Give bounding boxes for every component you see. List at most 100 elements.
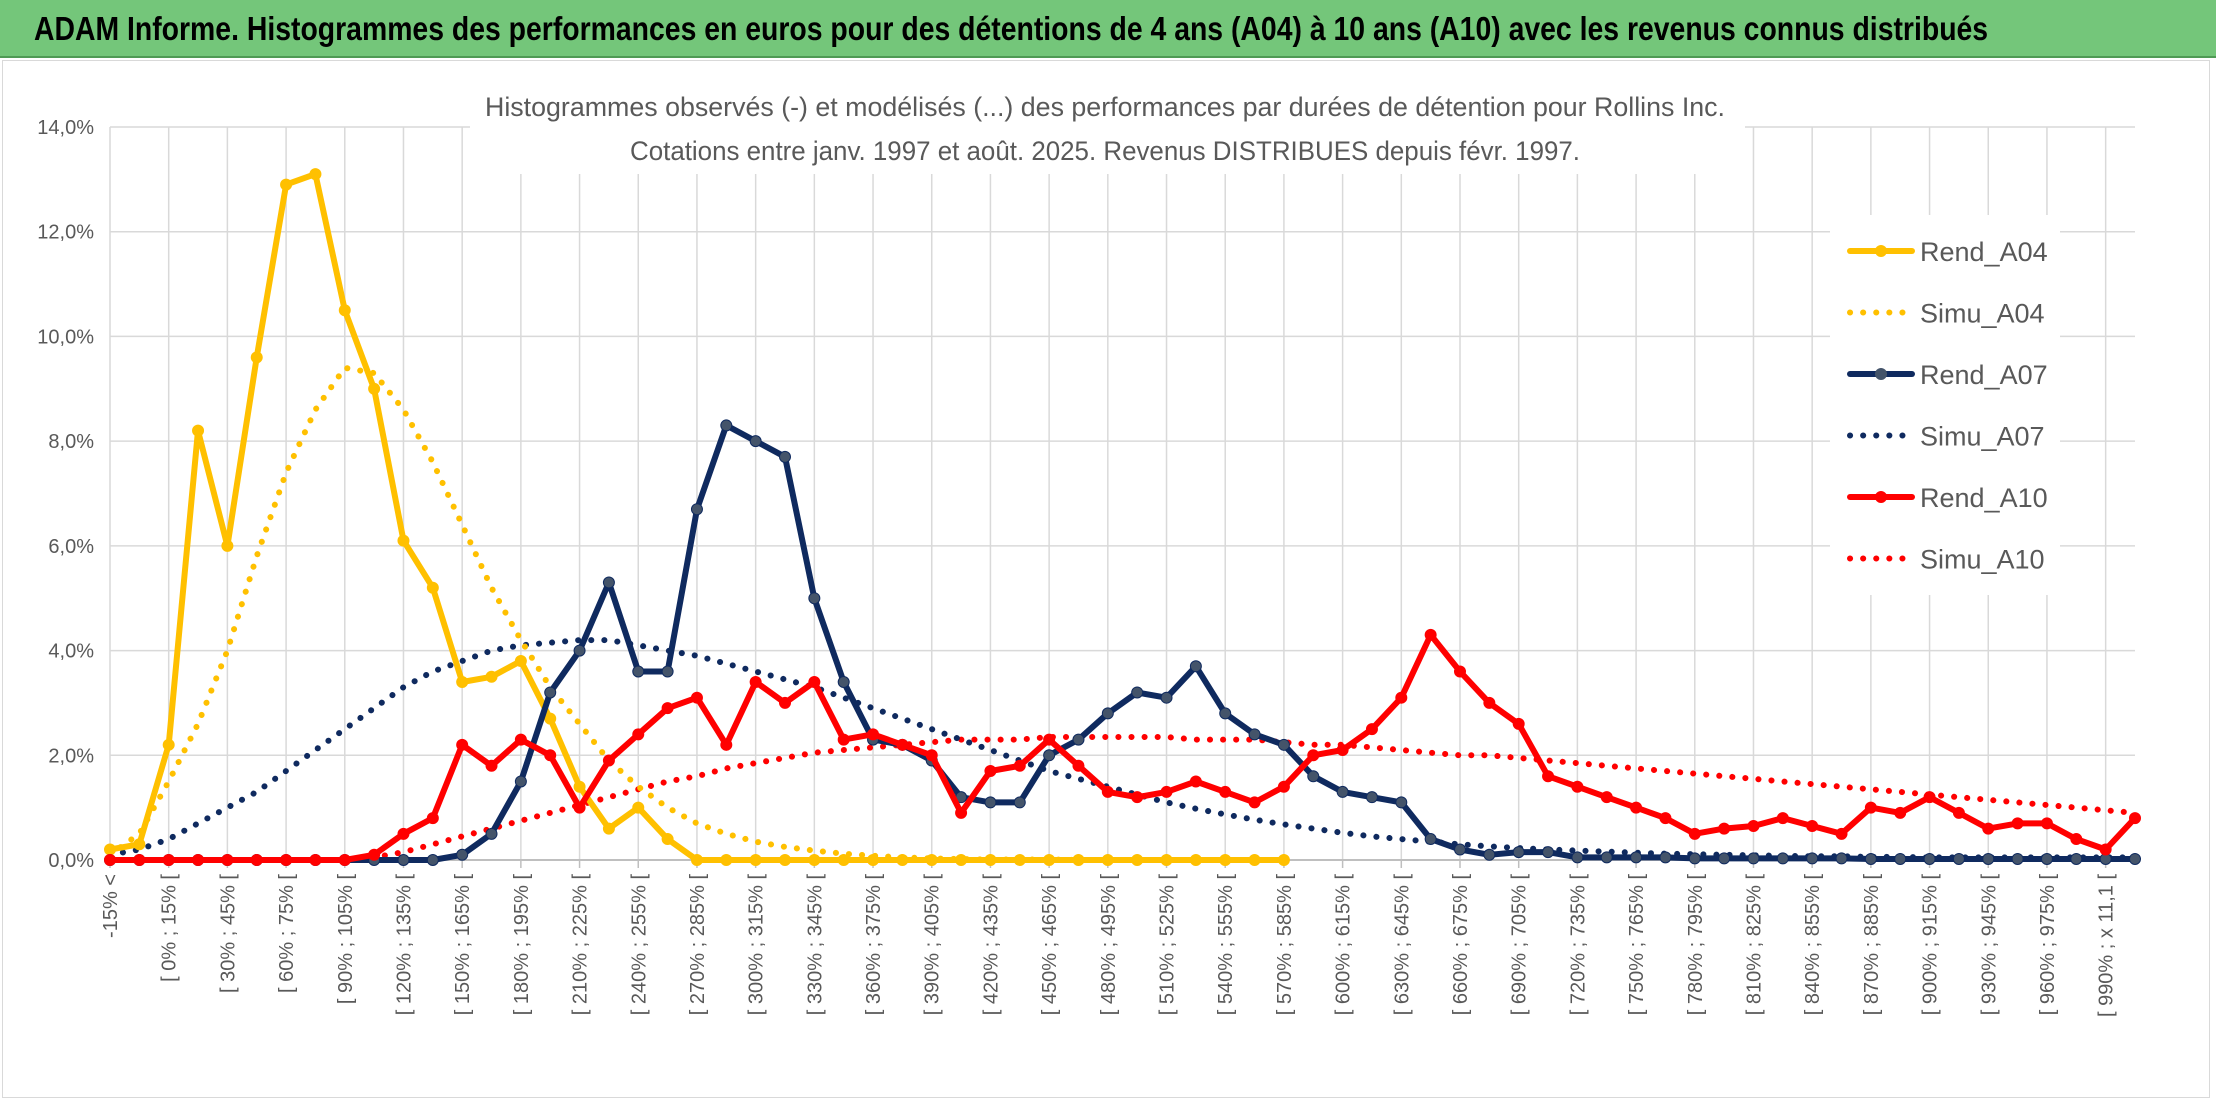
rend-a04-point bbox=[1013, 854, 1026, 866]
rend-a10-point bbox=[1013, 759, 1026, 772]
legend-marker-rend-a10 bbox=[1875, 491, 1887, 503]
rend-a04-point bbox=[368, 382, 381, 395]
rend-a04-point bbox=[632, 801, 645, 814]
rend-a07-point bbox=[720, 419, 733, 432]
rend-a04-point bbox=[1248, 854, 1261, 866]
rend-a10-point bbox=[1923, 791, 1936, 804]
legend-label-rend-a10: Rend_A10 bbox=[1920, 483, 2048, 513]
rend-a10-point bbox=[162, 854, 175, 866]
rend-a07-point bbox=[2040, 852, 2053, 865]
rend-a10-point bbox=[925, 749, 938, 762]
rend-a10-point bbox=[1072, 759, 1085, 772]
rend-a10-point bbox=[1718, 822, 1731, 835]
rend-a10-point bbox=[1776, 812, 1789, 825]
rend-a04-point bbox=[573, 780, 586, 793]
rend-a04-point bbox=[250, 351, 263, 364]
x-tick-label: [ 300% ; 315% [ bbox=[746, 874, 768, 1016]
legend-label-simu-a04: Simu_A04 bbox=[1920, 299, 2045, 329]
x-tick-label: [ 30% ; 45% [ bbox=[217, 874, 239, 993]
rend-a07-point bbox=[2129, 852, 2141, 865]
rend-a10-point bbox=[1043, 733, 1056, 746]
rend-a07-point bbox=[779, 450, 791, 463]
rend-a07-point bbox=[1365, 791, 1378, 804]
rend-a07-line bbox=[107, 422, 2138, 863]
x-tick-label: [ 570% ; 585% [ bbox=[1274, 874, 1296, 1016]
y-tick-label: 14,0% bbox=[37, 117, 94, 139]
x-tick-label: [ 630% ; 645% [ bbox=[1391, 874, 1413, 1016]
rend-a10-point bbox=[1395, 691, 1408, 704]
x-tick-label: [ 60% ; 75% [ bbox=[276, 874, 298, 993]
rend-a04-point bbox=[896, 854, 909, 866]
rend-a04-point bbox=[426, 581, 439, 594]
rend-a07-point bbox=[1131, 686, 1144, 699]
rend-a04-point bbox=[280, 178, 293, 191]
rend-a10-point bbox=[1747, 819, 1760, 832]
x-tick-label: [ 450% ; 465% [ bbox=[1039, 874, 1061, 1016]
rend-a10-point bbox=[514, 733, 527, 746]
rend-a04-point bbox=[690, 854, 703, 866]
title-background bbox=[470, 86, 1745, 174]
rend-a04-point bbox=[221, 539, 234, 552]
rend-a07-point bbox=[661, 665, 674, 678]
x-tick-label: [ 870% ; 885% [ bbox=[1861, 874, 1883, 1016]
rend-a04-point bbox=[485, 670, 498, 683]
rend-a04-point bbox=[749, 854, 762, 866]
rend-a04-point bbox=[1131, 854, 1144, 866]
rend-a10-point bbox=[250, 854, 263, 866]
rend-a07-point bbox=[1747, 852, 1760, 865]
rend-a04-point bbox=[1219, 854, 1232, 866]
y-tick-label: 0,0% bbox=[48, 850, 94, 872]
rend-a10-point bbox=[1101, 785, 1114, 798]
rend-a10-point bbox=[1952, 806, 1965, 819]
rend-a10-point bbox=[1688, 827, 1701, 840]
x-tick-label: [ 210% ; 225% [ bbox=[570, 874, 592, 1016]
simu-a07-line bbox=[107, 637, 2138, 861]
rend-a10-point bbox=[1365, 723, 1378, 736]
rend-a10-point bbox=[690, 691, 703, 704]
rend-a10-point bbox=[368, 848, 381, 861]
rend-a04-point bbox=[808, 854, 821, 866]
x-tick-label: [ 900% ; 915% [ bbox=[1920, 874, 1942, 1016]
rend-a07-point bbox=[485, 827, 498, 840]
rend-a10-point bbox=[720, 738, 733, 751]
rend-a10-point bbox=[1894, 806, 1907, 819]
rend-a07-point bbox=[837, 675, 850, 688]
rend-a10-point bbox=[1160, 785, 1173, 798]
rend-a07-point bbox=[1718, 852, 1731, 865]
rend-a10-point bbox=[192, 854, 205, 866]
rend-a07-point bbox=[1248, 728, 1261, 741]
rend-a10-point bbox=[867, 728, 880, 741]
rend-a10-point bbox=[397, 827, 410, 840]
rend-a07-point bbox=[1454, 843, 1466, 856]
x-tick-label: [ 720% ; 735% [ bbox=[1567, 874, 1589, 1016]
rend-a07-point bbox=[2070, 852, 2083, 865]
chart-title: Histogrammes observés (-) et modélisés (… bbox=[485, 92, 1725, 122]
rend-a07-point bbox=[1982, 852, 1995, 865]
legend-label-rend-a04: Rend_A04 bbox=[1920, 237, 2048, 267]
rend-a10-point bbox=[661, 702, 674, 715]
rend-a07-point bbox=[1542, 846, 1555, 859]
rend-a04-point bbox=[925, 854, 938, 866]
x-tick-label: [ 540% ; 555% [ bbox=[1215, 874, 1237, 1016]
rend-a07-point bbox=[1806, 852, 1819, 865]
x-tick-label: [ 330% ; 345% [ bbox=[804, 874, 826, 1016]
x-tick-label: [ 90% ; 105% [ bbox=[335, 874, 357, 1005]
rend-a04-point bbox=[192, 424, 205, 437]
rend-a04-point bbox=[837, 854, 850, 866]
x-tick-label: [ 600% ; 615% [ bbox=[1333, 874, 1355, 1016]
chart-frame bbox=[2, 60, 2210, 1098]
x-tick-label: [ 360% ; 375% [ bbox=[863, 874, 885, 1016]
rend-a04-point bbox=[1101, 854, 1114, 866]
x-tick-label: [ 510% ; 525% [ bbox=[1157, 874, 1179, 1016]
rend-a10-point bbox=[426, 812, 439, 825]
rend-a07-point bbox=[1219, 707, 1232, 720]
rend-a07-point bbox=[690, 503, 703, 516]
y-tick-label: 2,0% bbox=[48, 745, 94, 767]
y-tick-label: 6,0% bbox=[48, 536, 94, 558]
rend-a10-point bbox=[2011, 817, 2024, 830]
rend-a07-point bbox=[1072, 733, 1085, 746]
rend-a07-point bbox=[544, 686, 557, 699]
rend-a10-point bbox=[1189, 775, 1202, 788]
report-banner: ADAM Informe. Histogrammes des performan… bbox=[0, 0, 2216, 58]
